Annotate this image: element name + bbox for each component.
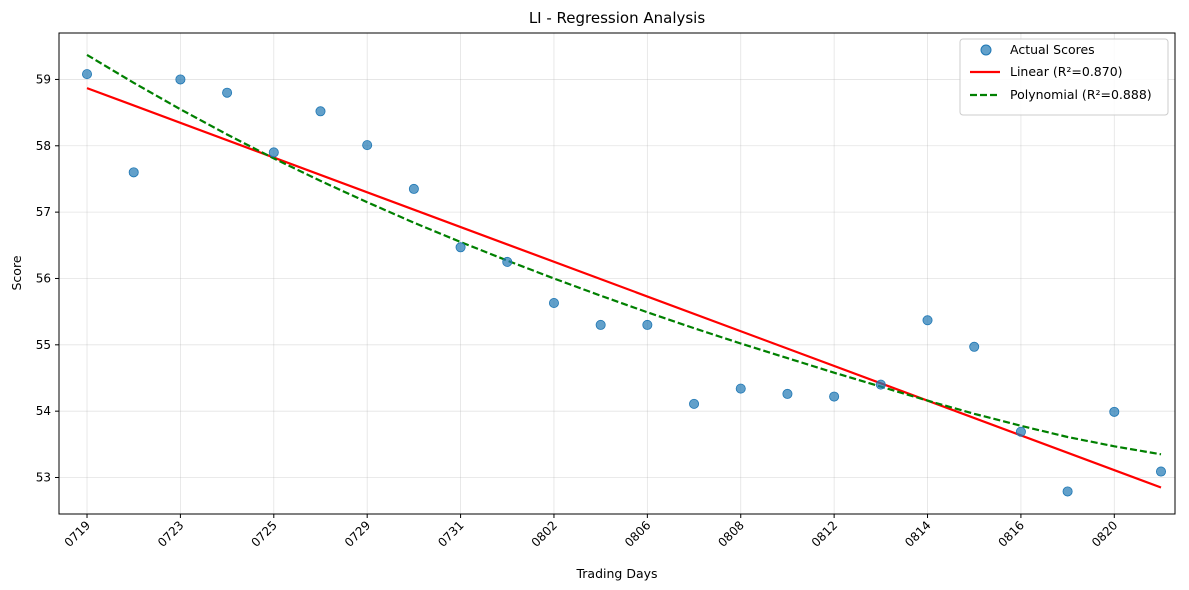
y-axis-ticks: 53 54 55 56 57 58 59 (36, 72, 59, 485)
data-point (408, 183, 419, 194)
legend-label-actual-scores: Actual Scores (1010, 42, 1095, 57)
x-tick-label: 0802 (529, 518, 560, 549)
data-point (689, 398, 700, 409)
x-tick-label: 0812 (809, 518, 840, 549)
polynomial-fit-line (86, 53, 1162, 456)
data-point (1155, 466, 1166, 477)
legend-label-polynomial: Polynomial (R²=0.888) (1010, 87, 1152, 102)
legend-frame (959, 38, 1169, 116)
x-tick-label: 0816 (996, 518, 1027, 549)
data-point (782, 388, 793, 399)
data-point (969, 341, 980, 352)
x-tick-label: 0808 (715, 518, 746, 549)
data-point (222, 87, 233, 98)
regression-lines (86, 53, 1162, 489)
scatter-points (82, 69, 1166, 497)
y-tick-label: 57 (36, 205, 51, 219)
y-tick-label: 58 (36, 139, 51, 153)
data-point (1015, 426, 1026, 437)
y-tick-label: 56 (36, 271, 51, 285)
data-point (875, 379, 886, 390)
data-point (548, 298, 559, 309)
y-tick-label: 55 (36, 338, 51, 352)
data-point (922, 315, 933, 326)
chart-title: LI - Regression Analysis (529, 9, 706, 27)
y-tick-label: 59 (36, 72, 51, 86)
y-tick-label: 54 (36, 404, 51, 418)
x-axis-ticks: 0719 0723 0725 0729 0731 0802 0806 0808 0812 0814… (62, 514, 1120, 550)
data-point (362, 140, 373, 151)
plot-frame (58, 32, 1176, 515)
data-point (1062, 486, 1073, 497)
legend: Actual Scores Linear (R²=0.870) Polynomi… (959, 38, 1169, 116)
data-point (1109, 406, 1120, 417)
data-point (502, 256, 513, 267)
data-point (642, 319, 653, 330)
data-point (595, 319, 606, 330)
data-point (175, 74, 186, 85)
x-axis-label: Trading Days (575, 566, 657, 581)
data-point (128, 167, 139, 178)
data-point (82, 69, 93, 80)
x-tick-label: 0806 (622, 518, 653, 549)
x-tick-label: 0731 (435, 518, 466, 549)
linear-fit-line (86, 87, 1162, 489)
x-tick-label: 0820 (1089, 518, 1120, 549)
data-point (735, 383, 746, 394)
data-point (455, 242, 466, 253)
data-point (829, 391, 840, 402)
legend-label-linear: Linear (R²=0.870) (1010, 64, 1123, 79)
legend-marker-actual-scores (980, 44, 992, 56)
data-point (268, 147, 279, 158)
x-tick-label: 0719 (62, 518, 93, 549)
y-tick-label: 53 (36, 471, 51, 485)
x-tick-label: 0723 (155, 518, 186, 549)
data-point (315, 106, 326, 117)
x-tick-label: 0814 (902, 518, 933, 549)
x-tick-label: 0725 (248, 518, 279, 549)
x-tick-label: 0729 (342, 518, 373, 549)
y-axis-label: Score (9, 255, 24, 290)
